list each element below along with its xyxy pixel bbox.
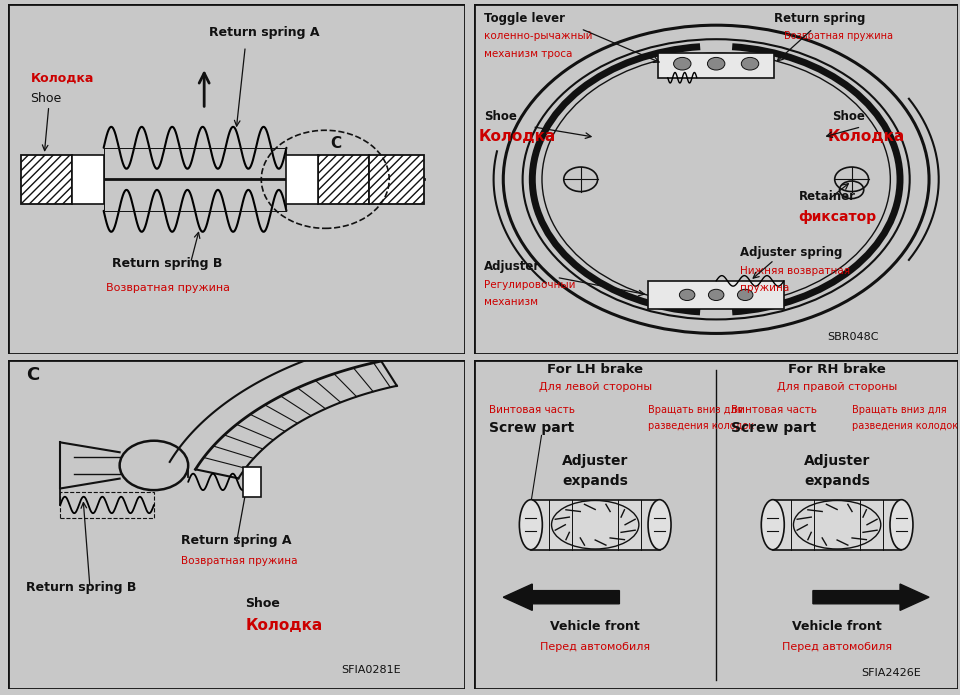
Circle shape <box>737 289 753 300</box>
Text: Винтовая часть: Винтовая часть <box>489 404 575 415</box>
Circle shape <box>680 289 695 300</box>
Text: Колодка: Колодка <box>479 129 557 144</box>
Text: Shoe: Shoe <box>484 110 516 123</box>
Text: Колодка: Колодка <box>31 71 94 84</box>
Ellipse shape <box>519 500 542 550</box>
Text: Вращать вниз для: Вращать вниз для <box>648 404 743 415</box>
Text: Для левой стороны: Для левой стороны <box>539 382 652 392</box>
Text: коленно-рычажный: коленно-рычажный <box>484 31 592 41</box>
Bar <box>72 155 104 204</box>
Text: Нижняя возвратная: Нижняя возвратная <box>740 266 851 276</box>
Text: C: C <box>26 366 39 384</box>
Text: Винтовая часть: Винтовая часть <box>731 404 817 415</box>
Text: механизм троса: механизм троса <box>484 49 572 58</box>
Text: Adjuster: Adjuster <box>484 261 540 273</box>
Text: Adjuster spring: Adjuster spring <box>740 246 843 259</box>
Text: Shoe: Shoe <box>246 597 280 610</box>
Text: expands: expands <box>804 474 870 488</box>
Text: разведения колодок: разведения колодок <box>648 421 755 431</box>
Text: Adjuster: Adjuster <box>804 455 871 468</box>
Bar <box>531 500 660 550</box>
Bar <box>60 492 154 518</box>
Bar <box>286 155 319 204</box>
Text: фиксатор: фиксатор <box>799 211 876 224</box>
Bar <box>369 155 423 204</box>
Bar <box>659 54 774 78</box>
Text: Колодка: Колодка <box>828 129 904 144</box>
Bar <box>243 467 261 497</box>
Text: Vehicle front: Vehicle front <box>792 620 882 633</box>
Text: Return spring A: Return spring A <box>208 26 320 39</box>
Text: Перед автомобиля: Перед автомобиля <box>782 642 892 652</box>
Text: Return spring A: Return spring A <box>181 534 292 548</box>
Ellipse shape <box>648 500 671 550</box>
Text: Retainer: Retainer <box>799 190 855 204</box>
Text: разведения колодок: разведения колодок <box>852 421 958 431</box>
Text: Shoe: Shoe <box>832 110 865 123</box>
Circle shape <box>674 58 691 70</box>
Text: Return spring: Return spring <box>774 12 866 25</box>
Ellipse shape <box>761 500 784 550</box>
Bar <box>648 281 784 309</box>
Bar <box>773 500 901 550</box>
Text: механизм: механизм <box>484 297 538 307</box>
Text: Vehicle front: Vehicle front <box>550 620 640 633</box>
Text: SBR048C: SBR048C <box>828 332 879 343</box>
Ellipse shape <box>890 500 913 550</box>
Text: Возвратная пружина: Возвратная пружина <box>106 284 229 293</box>
Text: C: C <box>330 136 341 151</box>
Text: For LH brake: For LH brake <box>547 363 643 376</box>
Text: Возвратная пружина: Возвратная пружина <box>784 31 893 41</box>
Text: Для правой стороны: Для правой стороны <box>777 382 898 392</box>
Bar <box>21 155 72 204</box>
Text: Adjuster: Adjuster <box>562 455 629 468</box>
Text: SFIA2426E: SFIA2426E <box>861 669 921 678</box>
FancyArrow shape <box>503 584 619 610</box>
Text: Колодка: Колодка <box>246 618 323 633</box>
Text: Return spring B: Return spring B <box>26 580 136 594</box>
Text: Регулировочный: Регулировочный <box>484 280 575 290</box>
Text: пружина: пружина <box>740 284 790 293</box>
Text: Toggle lever: Toggle lever <box>484 12 564 25</box>
Text: Перед автомобиля: Перед автомобиля <box>540 642 650 652</box>
Circle shape <box>741 58 758 70</box>
Text: Вращать вниз для: Вращать вниз для <box>852 404 947 415</box>
Text: Screw part: Screw part <box>489 421 574 436</box>
Bar <box>319 155 369 204</box>
Text: SFIA0281E: SFIA0281E <box>341 665 401 675</box>
Text: expands: expands <box>563 474 628 488</box>
Text: Screw part: Screw part <box>731 421 816 436</box>
Text: Return spring B: Return spring B <box>112 257 223 270</box>
Text: Возвратная пружина: Возвратная пружина <box>181 556 298 566</box>
Text: For RH brake: For RH brake <box>788 363 886 376</box>
FancyArrow shape <box>813 584 929 610</box>
Text: Shoe: Shoe <box>31 92 61 105</box>
Circle shape <box>708 58 725 70</box>
Circle shape <box>708 289 724 300</box>
